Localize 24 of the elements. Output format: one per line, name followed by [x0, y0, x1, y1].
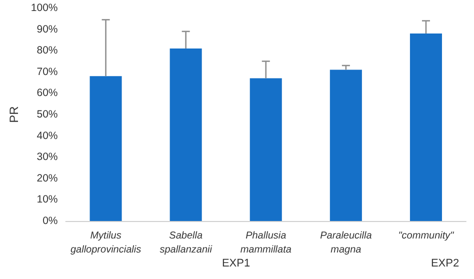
- text: EXP2: [430, 258, 460, 270]
- x-tick-label: Phallusia mammillata: [240, 230, 292, 256]
- y-tick-label: 30%: [36, 151, 58, 164]
- bar: [410, 34, 442, 221]
- text: EXP1: [222, 258, 250, 270]
- y-tick-label: 100%: [30, 2, 58, 14]
- y-tick-label: 60%: [36, 87, 58, 100]
- bar: [250, 78, 282, 221]
- y-tick-label: 20%: [36, 172, 58, 184]
- y-tick-label: 10%: [36, 194, 58, 206]
- bar: [330, 70, 362, 221]
- y-tick-label: 40%: [36, 130, 58, 142]
- y-tick-label: 80%: [36, 44, 58, 57]
- x-tick-label: Paraleucilla magna: [320, 230, 372, 256]
- y-tick-label: 50%: [36, 108, 58, 120]
- x-tick-label: Mytilus galloprovincialis: [70, 230, 142, 256]
- y-tick-label: 70%: [36, 66, 58, 78]
- y-tick-label: 0%: [42, 215, 58, 227]
- x-tick-label: "community": [398, 230, 454, 242]
- bar: [90, 76, 122, 221]
- bar: [170, 48, 202, 221]
- x-tick-label: Sabella spallanzanii: [160, 230, 213, 256]
- y-axis-title: PR: [7, 106, 21, 123]
- y-tick-label: 90%: [36, 23, 58, 36]
